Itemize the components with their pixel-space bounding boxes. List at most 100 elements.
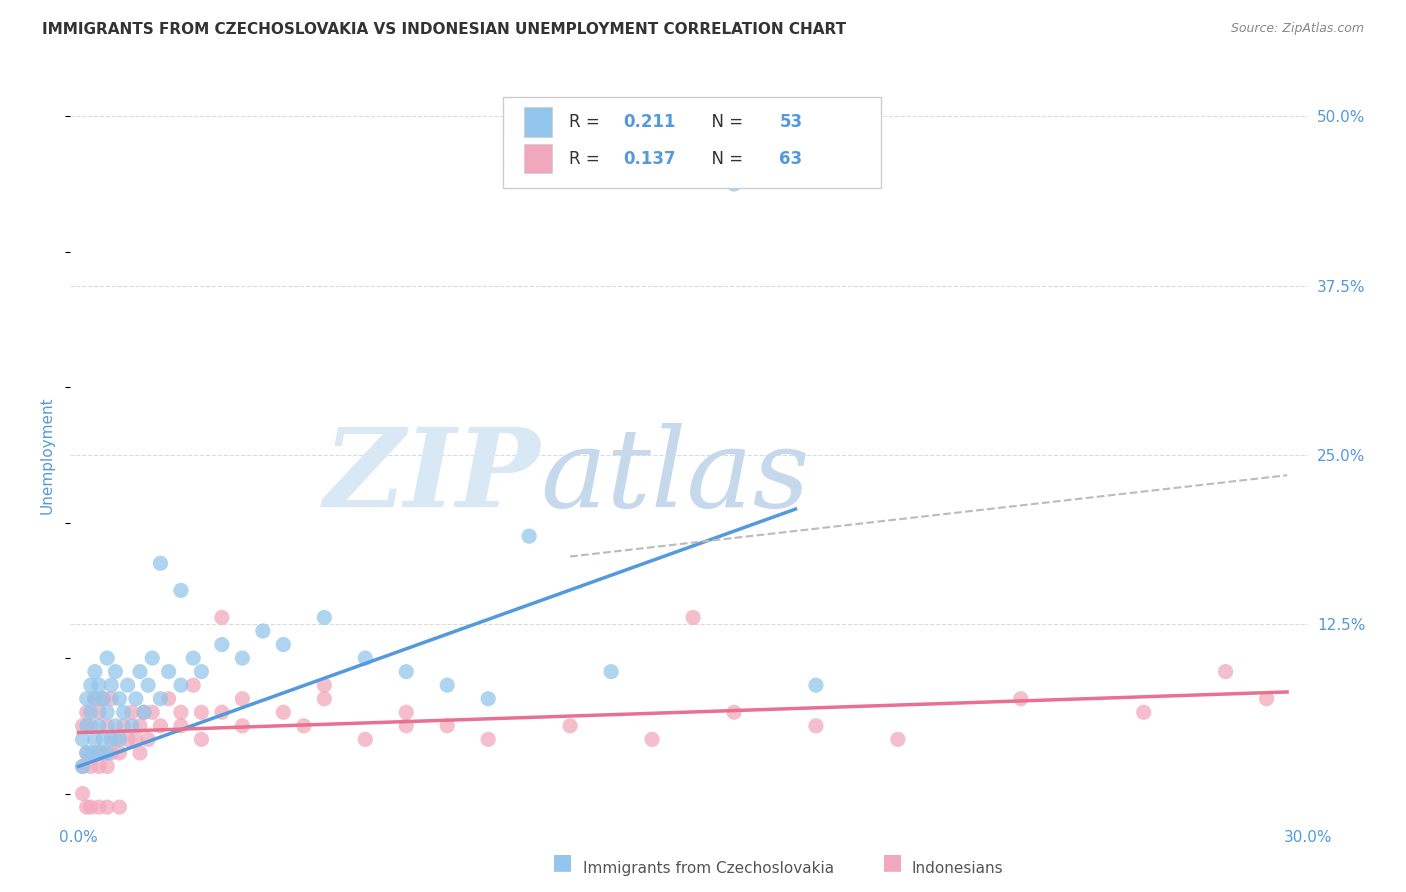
Point [83,691,105,706]
Point [76,746,98,760]
Point [170,706,193,720]
Point [804,719,827,733]
Point [211,706,233,720]
Point [100,746,122,760]
Point [132,706,155,720]
Point [157,665,180,679]
Point [121,719,143,733]
Point [354,651,377,665]
Point [100,691,122,706]
Point [100,732,122,747]
Point [104,732,127,747]
Text: R =: R = [569,150,605,168]
Point [83,665,105,679]
Point [117,732,139,747]
Point [87,706,110,720]
Point [80,746,103,760]
Point [87,759,110,773]
Point [314,691,336,706]
Text: N =: N = [702,113,748,131]
Point [1010,691,1032,706]
Point [104,665,127,679]
Point [76,706,98,720]
Point [76,746,98,760]
Point [125,732,148,747]
Point [80,706,103,720]
Point [96,746,118,760]
Point [96,719,118,733]
Point [211,610,233,624]
Point [129,746,152,760]
Point [149,556,172,570]
Point [314,610,336,624]
Point [129,665,152,679]
Point [72,787,94,801]
Point [682,610,704,624]
Text: ■: ■ [883,853,903,872]
Point [723,706,745,720]
Point [87,800,110,814]
Point [108,746,131,760]
Point [1215,665,1237,679]
Point [72,732,94,747]
Point [108,800,131,814]
Point [108,732,131,747]
Point [181,678,204,692]
Point [314,678,336,692]
Point [121,706,143,720]
Point [76,800,98,814]
Point [72,759,94,773]
Point [91,691,114,706]
Point [91,732,114,747]
Text: atlas: atlas [540,423,810,531]
Point [477,732,499,747]
Point [149,691,172,706]
Point [477,691,499,706]
Point [83,746,105,760]
Point [558,719,581,733]
Point [80,759,103,773]
Point [87,678,110,692]
Point [723,177,745,191]
Point [804,678,827,692]
Y-axis label: Unemployment: Unemployment [39,396,55,514]
Point [231,651,253,665]
Point [436,719,458,733]
Point [170,678,193,692]
Point [87,719,110,733]
Point [91,746,114,760]
Text: IMMIGRANTS FROM CZECHOSLOVAKIA VS INDONESIAN UNEMPLOYMENT CORRELATION CHART: IMMIGRANTS FROM CZECHOSLOVAKIA VS INDONE… [42,22,846,37]
Point [83,691,105,706]
Text: R =: R = [569,113,605,131]
Point [887,732,910,747]
Text: ■: ■ [553,853,572,872]
Point [96,800,118,814]
Text: Immigrants from Czechoslovakia: Immigrants from Czechoslovakia [583,861,835,876]
Point [149,719,172,733]
Point [112,719,135,733]
Point [395,706,418,720]
Point [91,691,114,706]
Text: 0.137: 0.137 [623,150,676,168]
Point [273,638,295,652]
Point [132,706,155,720]
Point [80,800,103,814]
Point [80,678,103,692]
Point [211,638,233,652]
Point [395,719,418,733]
Point [157,691,180,706]
Point [76,691,98,706]
Point [112,706,135,720]
Point [273,706,295,720]
Point [252,624,274,638]
Point [96,759,118,773]
Point [108,691,131,706]
Point [117,678,139,692]
Point [190,732,212,747]
Point [354,732,377,747]
Point [1256,691,1278,706]
Point [231,691,253,706]
Point [100,678,122,692]
Point [96,651,118,665]
Point [141,651,163,665]
